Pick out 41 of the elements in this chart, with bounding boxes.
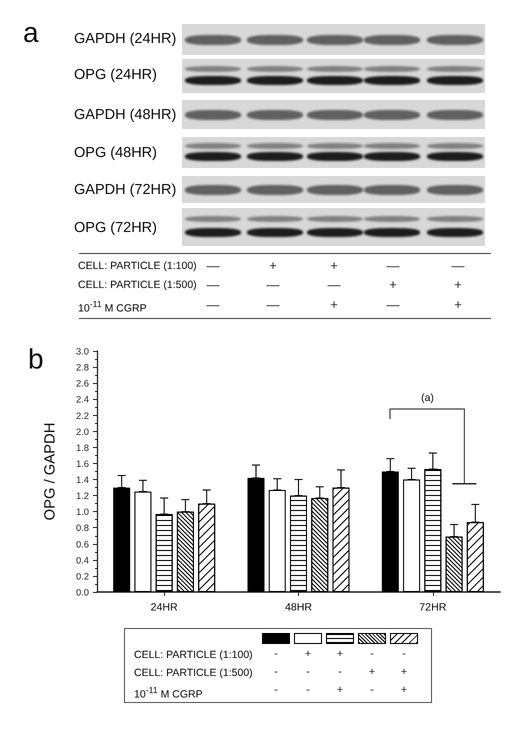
text: — + + — — <box>206 258 464 273</box>
text: a <box>23 17 39 48</box>
y-tick-label: 0.8 <box>76 522 89 534</box>
y-tick-label: 0.6 <box>76 538 89 550</box>
y-tick-label: 0.2 <box>76 570 89 582</box>
text: 10$^{-11}$ M CGRP <box>78 299 147 314</box>
y-tick-label: 1.8 <box>76 442 89 453</box>
text: 10$^{-11}$ M CGRP <box>134 685 203 700</box>
text: — — + — + <box>206 297 462 312</box>
annotation: (a) <box>421 392 434 404</box>
text: GAPDH (48HR) <box>74 107 176 123</box>
y-tick-label: 1.4 <box>76 474 89 486</box>
text: - + + - - <box>274 648 406 660</box>
text: - - - + + <box>274 666 408 678</box>
text: — — — + + <box>206 277 462 292</box>
y-tick-label: 2.0 <box>76 426 89 437</box>
text: GAPDH (24HR) <box>74 31 176 47</box>
y-axis-title: OPG / GAPDH <box>42 422 58 520</box>
y-tick-label: 2.6 <box>76 378 89 389</box>
text: - - + - + <box>274 684 408 696</box>
y-tick-label: 1.2 <box>76 490 89 502</box>
text: OPG (24HR) <box>74 67 157 83</box>
y-tick-label: 2.4 <box>76 394 89 405</box>
y-tick-label: 2.2 <box>76 410 89 421</box>
text: OPG (72HR) <box>74 220 157 236</box>
y-tick-label: 1.0 <box>76 506 89 518</box>
text: CELL: PARTICLE (1:100) <box>134 649 253 661</box>
text: GAPDH (72HR) <box>74 182 176 198</box>
y-tick-label: 3.0 <box>76 346 89 356</box>
text: CELL: PARTICLE (1:500) <box>78 279 197 291</box>
text: CELL: PARTICLE (1:500) <box>134 667 253 679</box>
x-tick-label: 24HR <box>150 602 178 614</box>
x-tick-label: 72HR <box>419 602 447 614</box>
y-tick-label: 0.0 <box>76 586 89 598</box>
y-tick-label: 2.8 <box>76 362 89 373</box>
text: CELL: PARTICLE (1:100) <box>78 260 197 272</box>
y-tick-label: 0.4 <box>76 554 89 566</box>
x-tick-label: 48HR <box>284 602 312 614</box>
text: OPG (48HR) <box>74 145 157 161</box>
chart-title: b <box>28 344 44 374</box>
y-tick-label: 1.6 <box>76 458 89 469</box>
